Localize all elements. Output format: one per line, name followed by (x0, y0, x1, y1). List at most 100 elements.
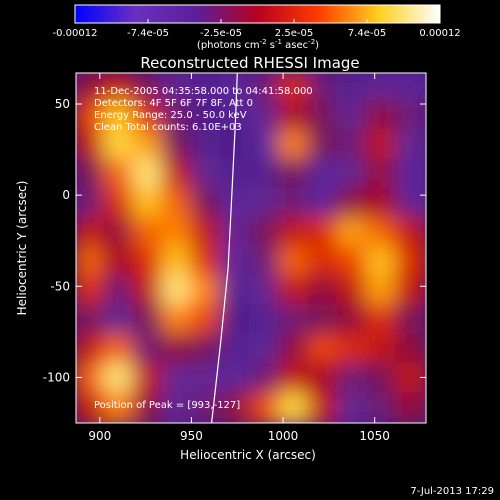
x-tick-label: 900 (88, 429, 111, 443)
heatmap-cell (103, 246, 137, 280)
info-line: Energy Range: 25.0 - 50.0 keV (94, 110, 247, 121)
heatmap-cell (278, 158, 312, 192)
heatmap-cell (190, 246, 224, 280)
heatmap-cell (132, 391, 166, 423)
heatmap-cell (365, 158, 399, 192)
heatmap-cell (76, 158, 108, 192)
heatmap-cell (336, 333, 370, 367)
colorbar-tick-label: 7.4e-05 (348, 28, 386, 39)
heatmap-cell (219, 129, 253, 163)
heatmap-cell (103, 216, 137, 250)
heatmap-cell (365, 362, 399, 396)
heatmap-cell (190, 362, 224, 396)
y-tick-label: -100 (43, 370, 70, 384)
heatmap-cell (249, 216, 283, 250)
heatmap-cell (394, 187, 426, 221)
heatmap-cell (336, 129, 370, 163)
heatmap-cell (365, 391, 399, 423)
heatmap-cell (394, 216, 426, 250)
heatmap-cell (161, 304, 195, 338)
heatmap-cell (278, 246, 312, 280)
heatmap-cell (190, 129, 224, 163)
heatmap-cell (307, 333, 341, 367)
heatmap-cell (76, 129, 108, 163)
intensity-map (76, 73, 426, 423)
heatmap-cell (219, 158, 253, 192)
heatmap-cell (76, 100, 108, 134)
heatmap-cell (190, 158, 224, 192)
x-tick-label: 1000 (268, 429, 299, 443)
heatmap-cell (132, 275, 166, 309)
heatmap-cell (394, 333, 426, 367)
heatmap-cell (76, 73, 108, 105)
info-line: Detectors: 4F 5F 6F 7F 8F, Att 0 (94, 98, 253, 109)
heatmap-cell (132, 333, 166, 367)
heatmap-cell (219, 304, 253, 338)
heatmap-cell (190, 275, 224, 309)
heatmap-cell (76, 275, 108, 309)
heatmap-cell (103, 158, 137, 192)
y-tick-label: 0 (62, 188, 70, 202)
info-line: 11-Dec-2005 04:35:58.000 to 04:41:58.000 (94, 86, 313, 97)
heatmap-cell (161, 129, 195, 163)
heatmap-cell (278, 362, 312, 396)
heatmap-cell (365, 216, 399, 250)
heatmap-cell (249, 158, 283, 192)
heatmap-cell (132, 187, 166, 221)
heatmap-cell (394, 362, 426, 396)
heatmap-cell (76, 391, 108, 423)
heatmap-cell (132, 158, 166, 192)
heatmap-cell (336, 246, 370, 280)
heatmap-cell (394, 304, 426, 338)
heatmap-cell (394, 73, 426, 105)
x-axis-label: Heliocentric X (arcsec) (180, 448, 316, 462)
heatmap-cell (336, 362, 370, 396)
heatmap-cell (103, 391, 137, 423)
heatmap-cell (394, 391, 426, 423)
y-tick-label: -50 (50, 279, 70, 293)
heatmap-cell (307, 187, 341, 221)
heatmap-cell (278, 216, 312, 250)
heatmap-cell (365, 275, 399, 309)
heatmap-cell (278, 333, 312, 367)
x-tick-label: 950 (180, 429, 203, 443)
heatmap-cell (307, 129, 341, 163)
heatmap-cell (190, 187, 224, 221)
footer-timestamp: 7-Jul-2013 17:29 (410, 486, 494, 497)
heatmap-cell (103, 333, 137, 367)
heatmap-cell (219, 187, 253, 221)
colorbar-tick-label: -2.5e-05 (200, 28, 242, 39)
colorbar-tick-label: -7.4e-05 (127, 28, 169, 39)
observation-info: 11-Dec-2005 04:35:58.000 to 04:41:58.000… (94, 86, 313, 133)
heatmap-cell (219, 333, 253, 367)
colorbar (74, 4, 441, 24)
heatmap-cell (249, 187, 283, 221)
heatmap-cell (365, 246, 399, 280)
heatmap-cell (365, 187, 399, 221)
heatmap-cell (365, 304, 399, 338)
heatmap-cell (132, 73, 166, 105)
heatmap-cell (336, 216, 370, 250)
heatmap-cell (161, 275, 195, 309)
heatmap-cell (307, 100, 341, 134)
heatmap-cell (190, 216, 224, 250)
heatmap-cell (249, 73, 283, 105)
plot-frame (75, 72, 427, 424)
heatmap-cell (103, 73, 137, 105)
y-tick-label: 50 (55, 97, 70, 111)
heatmap-cell (76, 304, 108, 338)
solar-limb-curve (211, 73, 238, 423)
heatmap-cell (76, 362, 108, 396)
heatmap-cell (190, 304, 224, 338)
heatmap-cell (394, 129, 426, 163)
colorbar-ticks: -0.00012 -7.4e-05 -2.5e-05 2.5e-05 7.4e-05 0.… (53, 19, 461, 39)
colorbar-tick-label: 2.5e-05 (275, 28, 313, 39)
heatmap-cell (307, 275, 341, 309)
heatmap-cell (336, 100, 370, 134)
heatmap-cell (394, 100, 426, 134)
heatmap-cell (103, 304, 137, 338)
heatmap-cell (278, 73, 312, 105)
heatmap-cell (76, 333, 108, 367)
heatmap-cell (249, 333, 283, 367)
